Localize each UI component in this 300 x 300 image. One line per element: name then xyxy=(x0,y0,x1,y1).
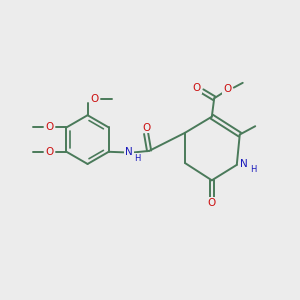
Text: O: O xyxy=(193,83,201,93)
Text: O: O xyxy=(46,147,54,157)
Text: N: N xyxy=(125,147,133,158)
Text: H: H xyxy=(134,154,140,163)
Text: O: O xyxy=(142,123,150,133)
Text: O: O xyxy=(46,122,54,132)
Text: H: H xyxy=(250,165,256,174)
Text: O: O xyxy=(223,84,231,94)
Text: O: O xyxy=(91,94,99,103)
Text: N: N xyxy=(240,159,248,169)
Text: O: O xyxy=(208,198,216,208)
